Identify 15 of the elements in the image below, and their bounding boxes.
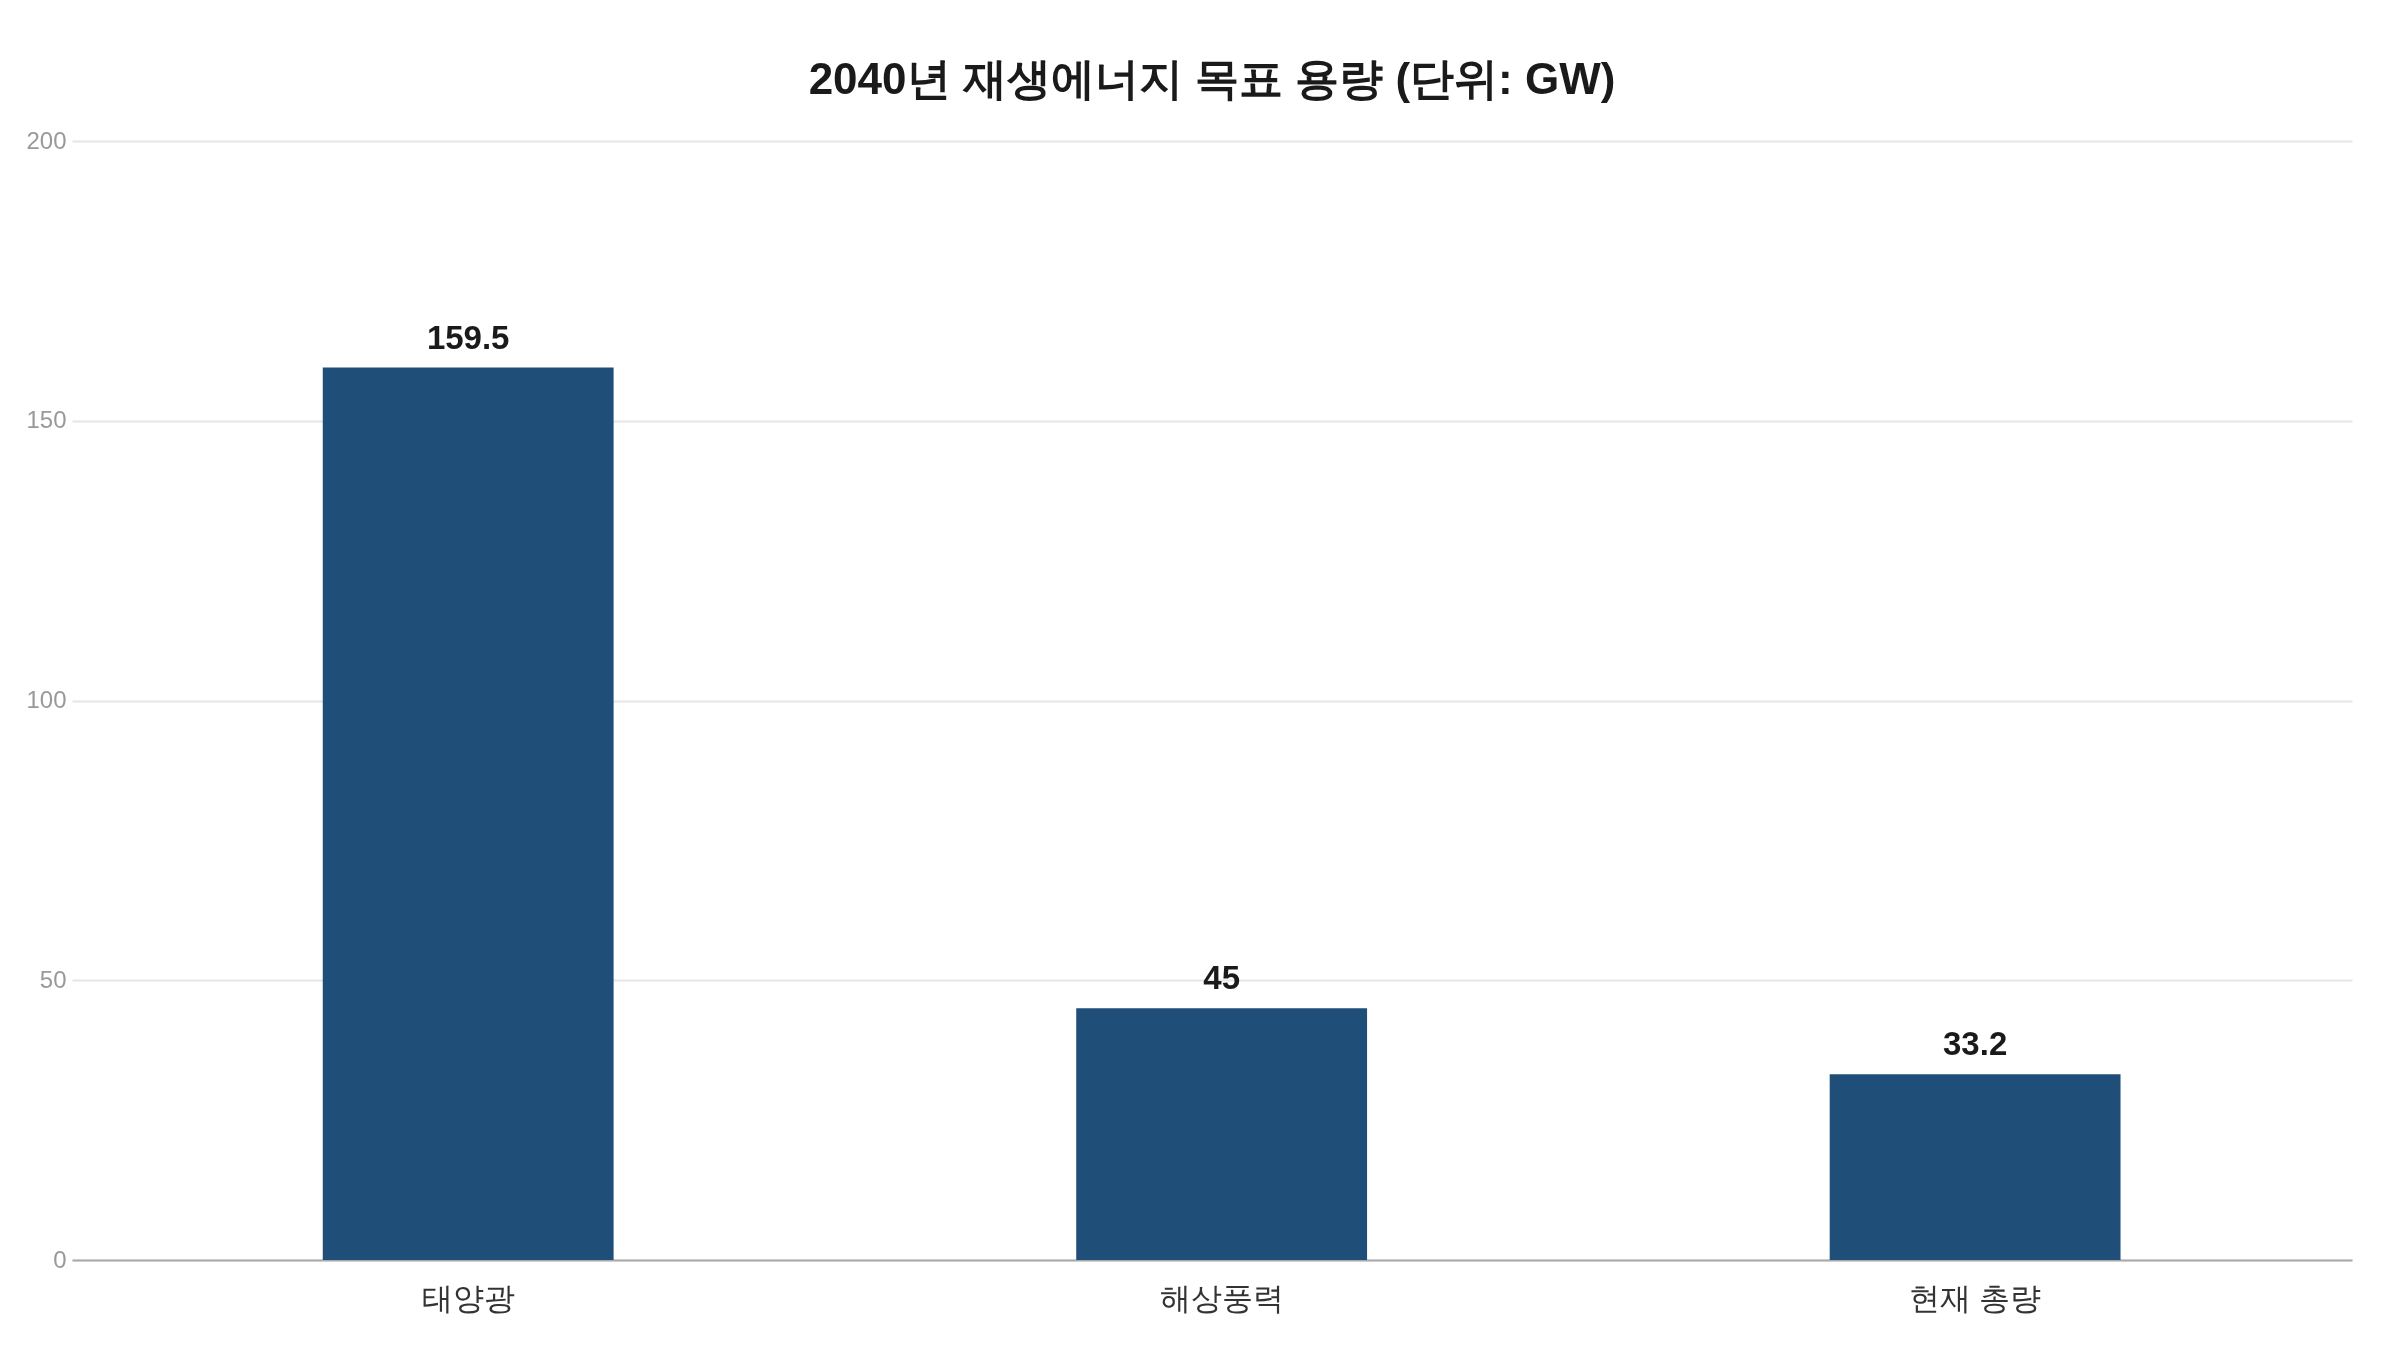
x-tick-label: 태양광 — [421, 1280, 515, 1316]
data-label: 159.5 — [426, 318, 510, 356]
y-tick-label: 200 — [26, 126, 67, 154]
y-tick-label: 100 — [26, 686, 67, 713]
data-label: 45 — [1203, 959, 1240, 997]
chart-title: 2040년 재생에너지 목표 용량 (단위: GW) — [808, 54, 1616, 103]
y-tick-label: 0 — [53, 1245, 67, 1273]
x-tick-label: 해상풍력 — [1159, 1280, 1284, 1316]
x-tick-label: 현재 총량 — [1908, 1280, 2042, 1316]
data-label: 33.2 — [1943, 1025, 2008, 1063]
bar — [1076, 1008, 1368, 1260]
y-tick-label: 50 — [39, 965, 67, 993]
bar — [322, 367, 614, 1260]
y-tick-label: 150 — [26, 406, 67, 434]
bar — [1829, 1074, 2121, 1260]
